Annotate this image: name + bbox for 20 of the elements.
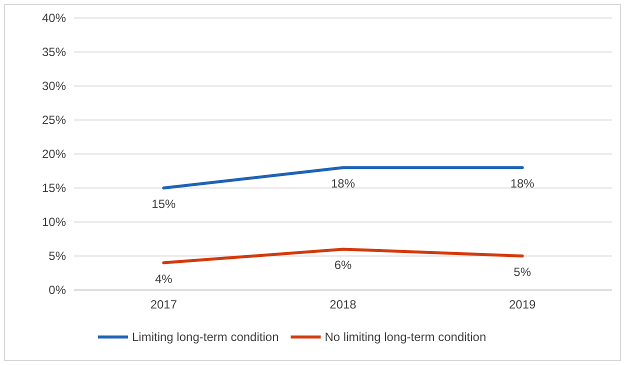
data-label: 4% [154,272,173,286]
data-label: 6% [334,258,352,272]
x-tick-label: 2017 [150,298,178,312]
legend-label: Limiting long-term condition [132,330,279,344]
y-tick-label: 25% [42,112,66,127]
y-tick-label: 35% [42,44,66,59]
data-label: 15% [152,197,176,211]
data-label: 18% [510,176,535,191]
y-tick-label: 0% [48,282,66,297]
x-tick-label: 2019 [508,298,536,312]
data-label: 5% [514,265,532,279]
y-tick-label: 10% [42,214,66,229]
x-tick-label: 2018 [330,298,357,312]
y-tick-label: 5% [48,248,66,263]
y-tick-label: 40% [42,10,66,25]
y-tick-label: 30% [42,78,66,93]
y-tick-label: 15% [42,180,66,195]
y-tick-label: 20% [42,146,66,161]
data-label: 18% [330,176,356,191]
legend-label: No limiting long-term condition [324,330,486,344]
